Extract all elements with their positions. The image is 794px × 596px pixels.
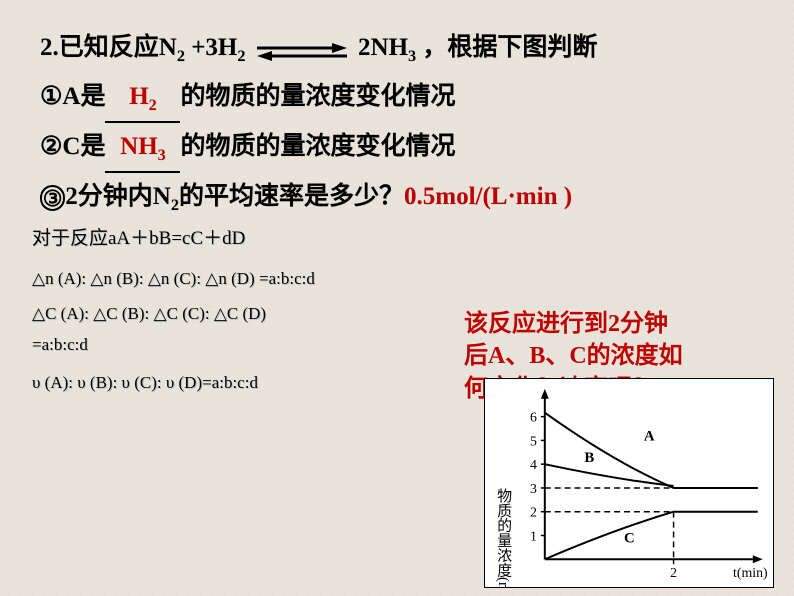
problem-intro: 2.已知反应N2 +3H2 2NH3 ，根据下图判断: [40, 24, 764, 73]
svg-text:物质的量浓度(mol/L): 物质的量浓度(mol/L): [495, 488, 511, 587]
answer-2: NH3: [105, 123, 180, 173]
svg-text:A: A: [644, 428, 655, 444]
chart-svg: 1 2 3 4 5 6 2 t(min) 物质的量浓度(mol/L) A B C: [485, 379, 773, 587]
svg-text:1: 1: [530, 528, 537, 543]
answer-1: H2: [105, 73, 180, 123]
svg-text:t(min): t(min): [733, 565, 768, 581]
formula-n: △n (A): △n (B): △n (C): △n (D) =a:b:c:d: [32, 265, 352, 292]
svg-text:2: 2: [530, 505, 537, 520]
svg-text:B: B: [584, 450, 594, 466]
svg-text:6: 6: [530, 410, 537, 425]
svg-text:5: 5: [530, 433, 537, 448]
problem-number: 2.: [40, 34, 59, 61]
svg-text:2: 2: [670, 565, 677, 580]
svg-text:3: 3: [530, 481, 537, 496]
question-3: ③2分钟内N2的平均速率是多少？0.5mol/(L·min ): [40, 173, 764, 221]
svg-text:4: 4: [530, 457, 537, 472]
concentration-chart: 1 2 3 4 5 6 2 t(min) 物质的量浓度(mol/L) A B C: [484, 378, 774, 588]
question-1: ①A是H2的物质的量浓度变化情况: [40, 73, 764, 123]
equilibrium-arrow-icon: [252, 26, 352, 74]
answer-3: 0.5mol/(L·min ): [404, 183, 572, 210]
circled-number-icon: ③: [40, 185, 65, 210]
svg-text:C: C: [624, 530, 635, 546]
formula-header: 对于反应aA＋bB=cC＋dD: [32, 223, 784, 255]
question-2: ②C是NH3的物质的量浓度变化情况: [40, 123, 764, 173]
